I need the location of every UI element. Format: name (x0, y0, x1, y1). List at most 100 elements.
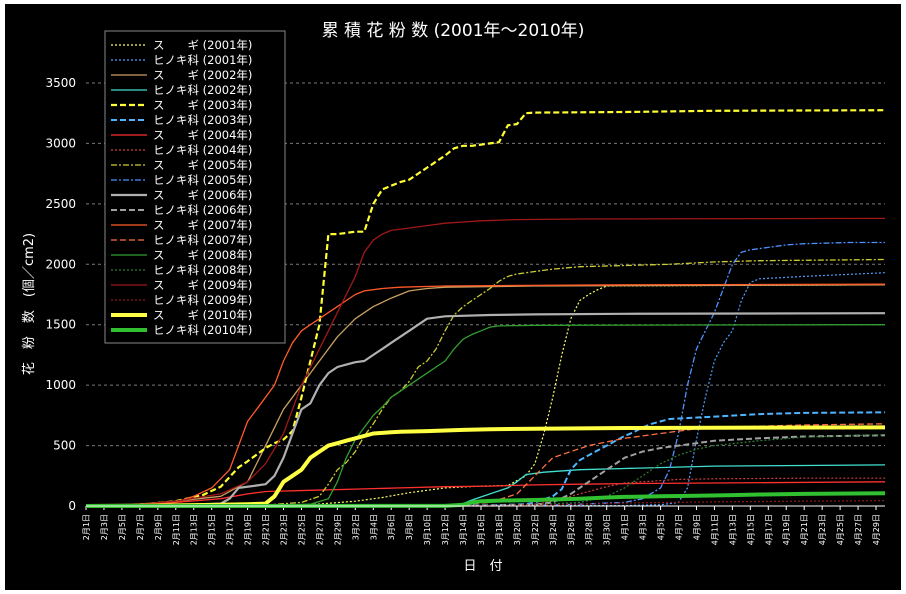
series-line-4 (85, 109, 886, 508)
x-tick-label: 2月3日 (100, 514, 109, 540)
series-line-19 (85, 491, 886, 508)
legend-entry: ス ギ (2007年) (153, 218, 252, 232)
x-tick-label: 4月25日 (836, 514, 845, 545)
y-axis-ticks: 0 500 1000 1500 2000 2500 3000 3500 (45, 76, 76, 513)
x-tick-label: 4月23日 (818, 514, 827, 545)
x-tick-label: 4月13日 (728, 514, 737, 545)
legend: ス ギ (2001年)ヒノキ科 (2001年)ス ギ (2002年)ヒノキ科 (… (104, 30, 286, 344)
legend-entry: ヒノキ科 (2010年) (153, 323, 252, 337)
legend-entry: ス ギ (2009年) (153, 278, 252, 292)
x-tick-label: 4月9日 (692, 514, 701, 540)
legend-entry: ヒノキ科 (2005年) (153, 173, 252, 187)
x-tick-label: 4月17日 (764, 514, 773, 545)
series-line-7 (85, 477, 885, 507)
x-tick-label: 3月26日 (567, 514, 576, 545)
x-axis-ticks: 2月1日 2月3日 2月5日 2月7日 2月9日 2月11日 2月13日 2月15日 2月17日… (82, 506, 881, 545)
y-tick-label: 1500 (45, 318, 76, 332)
series-line-12 (85, 283, 886, 507)
y-tick-label: 0 (68, 499, 76, 513)
x-tick-label: 2月25日 (297, 514, 306, 545)
x-tick-label: 2月1日 (82, 514, 91, 540)
pollen-chart: 累 積 花 粉 数 (2001年～2010年) 0 500 1000 1500 2000… (21, 21, 886, 574)
series-line-14 (85, 324, 886, 507)
x-tick-label: 4月15日 (746, 514, 755, 545)
y-tick-label: 3000 (45, 136, 76, 150)
legend-entry: ス ギ (2001年) (153, 38, 252, 52)
x-tick-label: 3月16日 (477, 514, 486, 545)
x-tick-label: 4月5日 (657, 514, 666, 540)
legend-entry: ス ギ (2010年) (153, 308, 252, 322)
legend-entry: ス ギ (2003年) (153, 98, 252, 112)
legend-entry: ヒノキ科 (2007年) (153, 233, 252, 247)
x-tick-label: 2月7日 (136, 514, 145, 540)
series-line-5 (85, 411, 886, 507)
x-tick-label: 2月19日 (244, 514, 253, 545)
x-tick-label: 2月27日 (315, 514, 324, 545)
x-tick-label: 4月11日 (710, 514, 719, 545)
x-tick-label: 4月21日 (800, 514, 809, 545)
series-line-6 (85, 481, 886, 507)
chart-title: 累 積 花 粉 数 (2001年～2010年) (322, 21, 585, 41)
series-line-9 (85, 241, 885, 507)
legend-entry: ス ギ (2004年) (153, 128, 252, 142)
x-tick-label: 3月18日 (495, 514, 504, 545)
legend-entry: ヒノキ科 (2009年) (153, 293, 252, 307)
series-line-0 (85, 284, 886, 507)
x-tick-label: 3月28日 (585, 514, 594, 545)
legend-entry: ス ギ (2006年) (153, 188, 252, 202)
x-tick-label: 2月23日 (280, 514, 289, 545)
series-line-11 (85, 434, 886, 507)
x-tick-label: 3月22日 (531, 514, 540, 545)
x-tick-label: 2月5日 (118, 514, 127, 540)
y-tick-label: 2500 (45, 197, 76, 211)
x-tick-label: 3月12日 (441, 514, 450, 545)
y-tick-label: 1000 (45, 378, 76, 392)
x-tick-label: 2月9日 (154, 514, 163, 540)
x-tick-label: 4月1日 (621, 514, 630, 540)
chart-frame: 累 積 花 粉 数 (2001年～2010年) 0 500 1000 1500 2000… (5, 4, 901, 590)
series-lines (85, 109, 886, 508)
legend-entry: ヒノキ科 (2003年) (153, 113, 252, 127)
y-axis-label: 花 粉 数 (個／cm2) (21, 233, 37, 375)
x-tick-label: 2月21日 (262, 514, 271, 545)
x-tick-label: 3月2日 (351, 514, 360, 540)
y-tick-label: 3500 (45, 76, 76, 90)
legend-entry: ヒノキ科 (2008年) (153, 263, 252, 277)
x-tick-label: 4月3日 (639, 514, 648, 540)
x-tick-label: 2月29日 (333, 514, 342, 545)
legend-entry: ヒノキ科 (2006年) (153, 203, 252, 217)
x-tick-label: 3月8日 (405, 514, 414, 540)
series-line-8 (85, 258, 886, 507)
y-tick-label: 500 (53, 439, 76, 453)
series-line-2 (85, 284, 886, 507)
x-tick-label: 3月20日 (513, 514, 522, 545)
series-line-13 (85, 423, 886, 507)
x-tick-label: 2月17日 (226, 514, 235, 545)
legend-entry: ヒノキ科 (2001年) (153, 53, 252, 67)
legend-entry: ス ギ (2008年) (153, 248, 252, 262)
series-line-10 (85, 312, 886, 508)
series-line-16 (85, 217, 886, 507)
x-tick-label: 3月24日 (549, 514, 558, 545)
series-line-18 (85, 425, 886, 508)
x-tick-label: 4月19日 (782, 514, 791, 545)
x-axis-label: 日 付 (463, 559, 502, 574)
x-tick-label: 3月14日 (459, 514, 468, 545)
legend-entry: ス ギ (2005年) (153, 158, 252, 172)
x-tick-label: 3月4日 (369, 514, 378, 540)
x-tick-label: 2月13日 (190, 514, 199, 545)
x-tick-label: 3月6日 (387, 514, 396, 540)
x-tick-label: 3月30日 (603, 514, 612, 545)
x-tick-label: 4月7日 (675, 514, 684, 540)
legend-entry: ヒノキ科 (2004年) (153, 143, 252, 157)
y-tick-label: 2000 (45, 257, 76, 271)
x-tick-label: 2月11日 (172, 514, 181, 545)
legend-entry: ヒノキ科 (2002年) (153, 83, 252, 97)
series-line-1 (85, 272, 886, 507)
x-tick-label: 4月27日 (854, 514, 863, 545)
x-tick-label: 2月15日 (208, 514, 217, 545)
x-tick-label: 4月29日 (872, 514, 881, 545)
series-line-17 (85, 500, 886, 507)
x-tick-label: 3月10日 (423, 514, 432, 545)
legend-entry: ス ギ (2002年) (153, 68, 252, 82)
